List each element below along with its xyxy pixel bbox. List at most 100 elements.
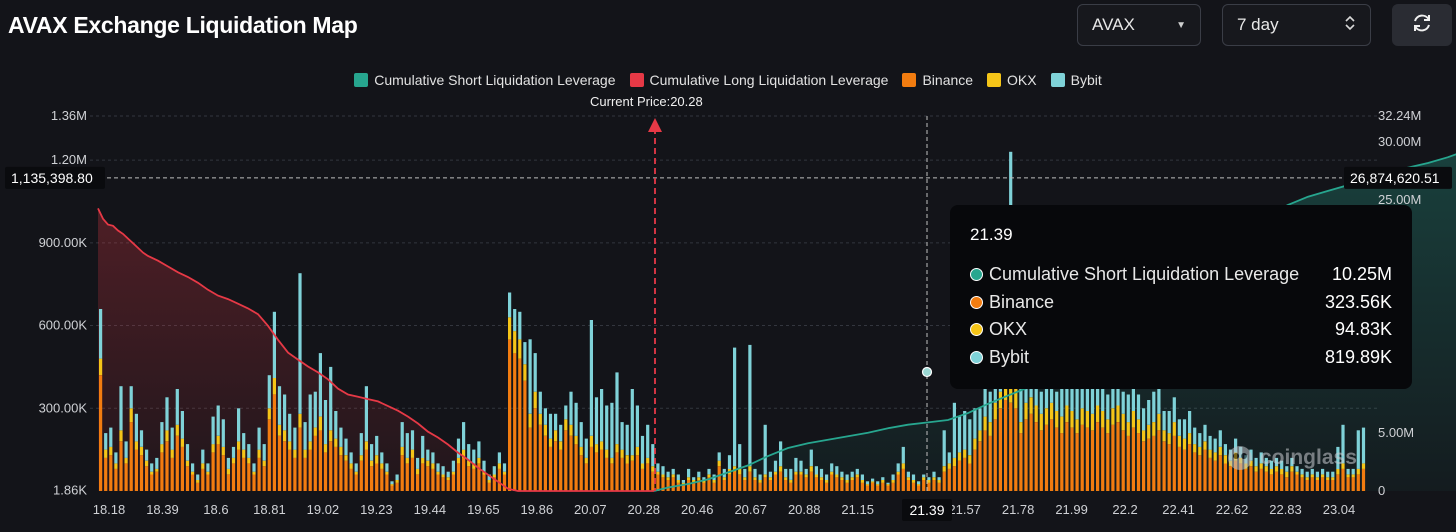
bar-bybit bbox=[150, 463, 154, 472]
bar-okx bbox=[748, 466, 752, 472]
bar-binance bbox=[635, 455, 639, 491]
bar-binance bbox=[1004, 400, 1008, 491]
bar-okx bbox=[165, 430, 169, 442]
bar-binance bbox=[405, 463, 409, 491]
bar-binance bbox=[364, 449, 368, 491]
bar-binance bbox=[773, 474, 778, 491]
bar-okx bbox=[145, 460, 149, 467]
legend-item[interactable]: Cumulative Short Liquidation Leverage bbox=[354, 72, 616, 88]
bar-bybit bbox=[354, 463, 358, 472]
bar-bybit bbox=[855, 468, 859, 475]
chevron-down-icon: ▼ bbox=[1176, 19, 1186, 31]
bar-okx bbox=[405, 457, 409, 464]
bar-binance bbox=[145, 466, 149, 491]
bar-binance bbox=[339, 455, 343, 491]
bar-okx bbox=[1254, 466, 1258, 472]
bar-bybit bbox=[308, 394, 312, 442]
bar-okx bbox=[865, 484, 870, 486]
bar-bybit bbox=[932, 471, 936, 478]
bar-binance bbox=[1336, 474, 1340, 491]
bar-binance bbox=[518, 358, 522, 491]
bar-bybit bbox=[421, 435, 425, 458]
bar-binance bbox=[134, 449, 138, 491]
legend-item[interactable]: OKX bbox=[987, 72, 1037, 88]
bar-okx bbox=[753, 477, 757, 480]
bar-okx bbox=[998, 391, 1002, 409]
x-tick-label: 23.04 bbox=[1323, 502, 1356, 517]
bar-bybit bbox=[104, 433, 108, 450]
bar-binance bbox=[1254, 471, 1258, 491]
bar-binance bbox=[615, 452, 619, 491]
bar-bybit bbox=[283, 394, 287, 431]
bar-bybit bbox=[1208, 435, 1212, 450]
bar-okx bbox=[1177, 435, 1181, 447]
bar-okx bbox=[697, 477, 701, 480]
bar-okx bbox=[584, 457, 588, 464]
bar-bybit bbox=[758, 474, 762, 480]
bar-bybit bbox=[727, 455, 732, 469]
bar-bybit bbox=[574, 402, 578, 436]
bar-okx bbox=[988, 422, 992, 436]
bar-okx bbox=[528, 413, 532, 428]
bar-okx bbox=[569, 424, 573, 436]
y-right-tick-label: 32.24M bbox=[1378, 108, 1421, 123]
legend-swatch bbox=[629, 73, 644, 87]
bar-okx bbox=[482, 471, 486, 475]
x-tick-label: 19.86 bbox=[521, 502, 554, 517]
bar-okx bbox=[722, 477, 726, 480]
bar-binance bbox=[114, 468, 118, 491]
legend-item[interactable]: Cumulative Long Liquidation Leverage bbox=[629, 72, 888, 88]
bar-binance bbox=[508, 339, 512, 491]
bar-okx bbox=[1070, 411, 1074, 428]
bar-binance bbox=[1055, 427, 1059, 491]
bar-bybit bbox=[814, 466, 818, 475]
bar-binance bbox=[400, 455, 404, 491]
bar-binance bbox=[1152, 435, 1156, 491]
bar-binance bbox=[370, 466, 374, 491]
bar-okx bbox=[119, 430, 123, 442]
legend-item[interactable]: Binance bbox=[902, 72, 973, 88]
bar-bybit bbox=[1285, 466, 1289, 472]
bar-binance bbox=[390, 485, 394, 491]
bar-bybit bbox=[1193, 427, 1197, 445]
bar-binance bbox=[487, 482, 491, 491]
bar-binance bbox=[313, 435, 317, 491]
bar-okx bbox=[191, 471, 195, 475]
bar-bybit bbox=[651, 444, 655, 467]
bar-bybit bbox=[779, 441, 783, 467]
bar-okx bbox=[993, 402, 997, 420]
x-tick-label: 19.65 bbox=[467, 502, 500, 517]
x-tick-label: 19.23 bbox=[360, 502, 393, 517]
bar-bybit bbox=[845, 474, 849, 480]
symbol-select[interactable]: AVAX ▼ bbox=[1077, 4, 1201, 46]
bar-binance bbox=[917, 485, 921, 491]
bar-bybit bbox=[1274, 457, 1279, 467]
bar-bybit bbox=[871, 478, 875, 482]
bar-bybit bbox=[1111, 372, 1115, 409]
bar-binance bbox=[763, 477, 767, 491]
bar-okx bbox=[625, 455, 629, 464]
bar-binance bbox=[927, 482, 931, 491]
bar-okx bbox=[257, 449, 261, 458]
bar-okx bbox=[196, 480, 200, 483]
bar-bybit bbox=[267, 375, 271, 409]
bar-okx bbox=[952, 457, 956, 467]
range-select[interactable]: 7 day bbox=[1222, 4, 1371, 46]
bar-binance bbox=[630, 460, 634, 491]
bar-bybit bbox=[988, 391, 992, 422]
bar-binance bbox=[1090, 430, 1095, 491]
bar-okx bbox=[692, 480, 696, 483]
bar-okx bbox=[743, 477, 747, 480]
bar-okx bbox=[983, 416, 987, 431]
bar-bybit bbox=[134, 413, 138, 442]
bar-bybit bbox=[1331, 471, 1335, 478]
legend-item[interactable]: Bybit bbox=[1050, 72, 1102, 88]
tooltip-price: 21.39 bbox=[970, 225, 1013, 244]
refresh-button[interactable] bbox=[1392, 4, 1452, 46]
bar-bybit bbox=[768, 471, 772, 478]
bar-bybit bbox=[1131, 380, 1135, 411]
bar-okx bbox=[1019, 422, 1023, 434]
bar-binance bbox=[1228, 466, 1233, 491]
bar-binance bbox=[456, 463, 461, 491]
bar-binance bbox=[988, 435, 992, 491]
